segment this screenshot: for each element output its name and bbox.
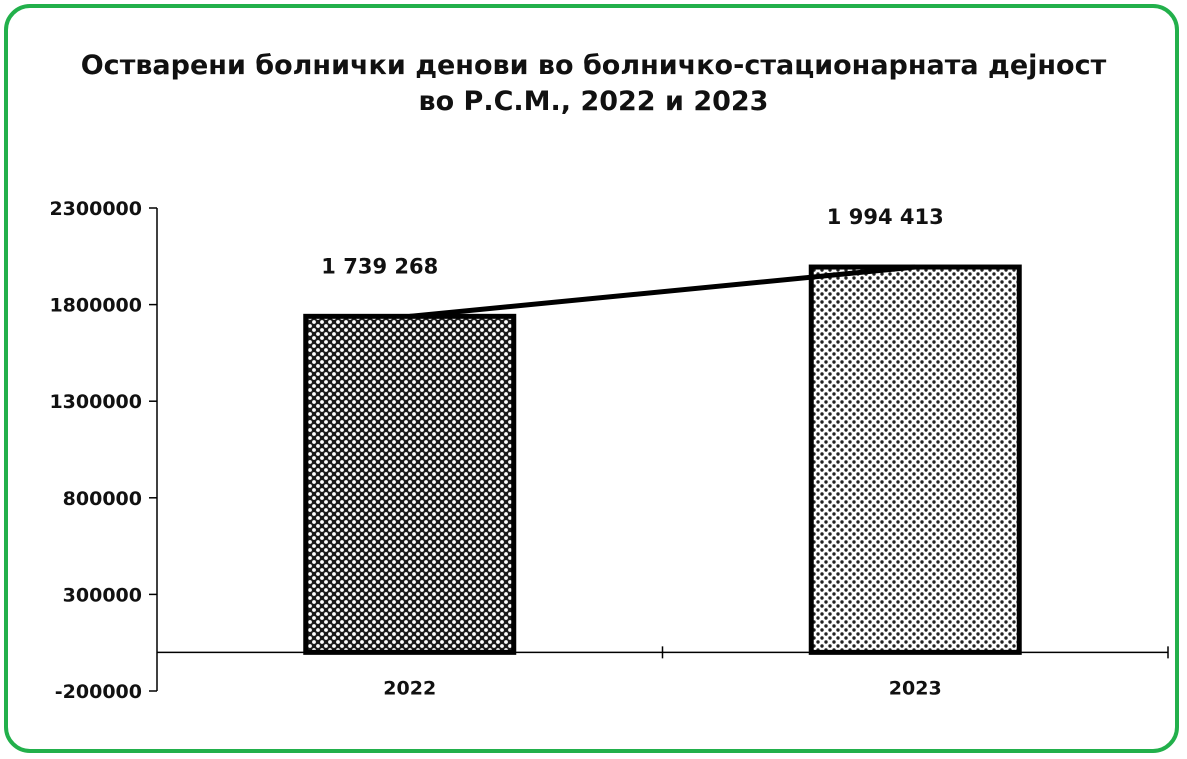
y-tick-label: 1800000 — [49, 295, 142, 317]
chart-title-line-2: во Р.С.М., 2022 и 2023 — [418, 86, 769, 117]
y-tick-label: 800000 — [63, 488, 142, 510]
x-tick-label: 2023 — [889, 677, 942, 699]
trend-line — [409, 264, 916, 319]
trend-line-layer — [409, 264, 916, 319]
chart-title: Остварени болнички денови во болничко-ст… — [0, 48, 1187, 120]
data-label: 1 739 268 — [321, 254, 438, 278]
bar-2022 — [303, 313, 517, 655]
y-tick-label: 1300000 — [49, 391, 142, 413]
y-tick-label: 300000 — [63, 584, 142, 606]
labels: -200000 300000 800000 1300000 1800000 2300000… — [49, 198, 943, 703]
bar-2023 — [808, 264, 1022, 655]
x-tick-label: 2022 — [383, 677, 436, 699]
chart-title-line-1: Остварени болнички денови во болничко-ст… — [80, 50, 1107, 81]
bars — [303, 264, 1022, 655]
y-tick-label: 2300000 — [49, 198, 142, 220]
data-label: 1 994 413 — [827, 205, 944, 229]
y-tick-label: -200000 — [55, 681, 142, 703]
